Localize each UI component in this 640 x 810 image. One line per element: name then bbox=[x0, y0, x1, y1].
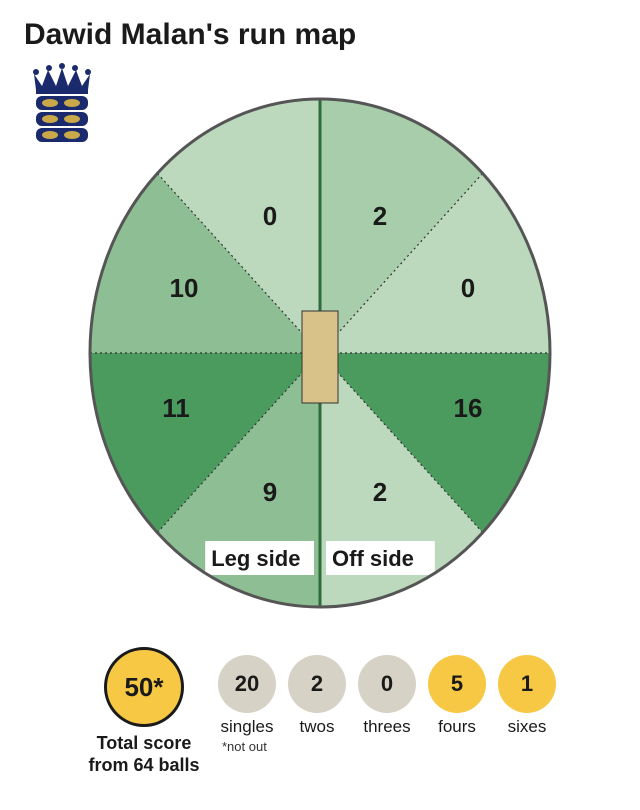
stat-label: singles bbox=[221, 717, 274, 737]
total-score-circle: 50* bbox=[104, 647, 184, 727]
page-title: Dawid Malan's run map bbox=[24, 18, 616, 52]
pitch bbox=[302, 311, 338, 403]
footer-stats: 50* Total score from 64 balls 20singles2… bbox=[24, 647, 616, 776]
total-score-value: 50* bbox=[124, 672, 163, 703]
sector-value-top-right-outer: 0 bbox=[461, 273, 475, 303]
stat-label: twos bbox=[300, 717, 335, 737]
sector-value-mid-left: 11 bbox=[162, 393, 190, 423]
sector-value-bot-right: 2 bbox=[373, 477, 387, 507]
side-label: Leg side bbox=[211, 546, 300, 571]
stat-circle: 0 bbox=[358, 655, 416, 713]
stat-circle: 5 bbox=[428, 655, 486, 713]
stat-value: 0 bbox=[381, 671, 393, 697]
stat-label: fours bbox=[438, 717, 476, 737]
run-map-chart: 10 0 2 0 16 2 9 11 Leg side Off side bbox=[24, 89, 616, 629]
sector-value-top-left-inner: 0 bbox=[263, 201, 277, 231]
stats-row: 20 singles 2 twos 0 threes 5 fours 1 sixes bbox=[218, 647, 556, 737]
stat-fours: 5 fours bbox=[428, 655, 486, 737]
stat-label: sixes bbox=[508, 717, 547, 737]
stat-singles: 20 singles bbox=[218, 655, 276, 737]
sector-value-top-right-inner: 2 bbox=[373, 201, 387, 231]
side-label: Off side bbox=[332, 546, 414, 571]
stat-value: 1 bbox=[521, 671, 533, 697]
stat-twos: 2 twos bbox=[288, 655, 346, 737]
stat-circle: 20 bbox=[218, 655, 276, 713]
stat-sixes: 1 sixes bbox=[498, 655, 556, 737]
stat-circle: 1 bbox=[498, 655, 556, 713]
stat-label: threes bbox=[363, 717, 410, 737]
stat-circle: 2 bbox=[288, 655, 346, 713]
sector-value-mid-right: 16 bbox=[454, 393, 483, 423]
stat-threes: 0 threes bbox=[358, 655, 416, 737]
not-out-note: *not out bbox=[222, 739, 556, 754]
sector-value-top-left-outer: 10 bbox=[170, 273, 199, 303]
sector-value-bot-left: 9 bbox=[263, 477, 277, 507]
total-score: 50* Total score from 64 balls bbox=[84, 647, 204, 776]
stat-value: 2 bbox=[311, 671, 323, 697]
stat-value: 5 bbox=[451, 671, 463, 697]
total-score-label: Total score from 64 balls bbox=[88, 733, 199, 776]
stat-value: 20 bbox=[235, 671, 259, 697]
